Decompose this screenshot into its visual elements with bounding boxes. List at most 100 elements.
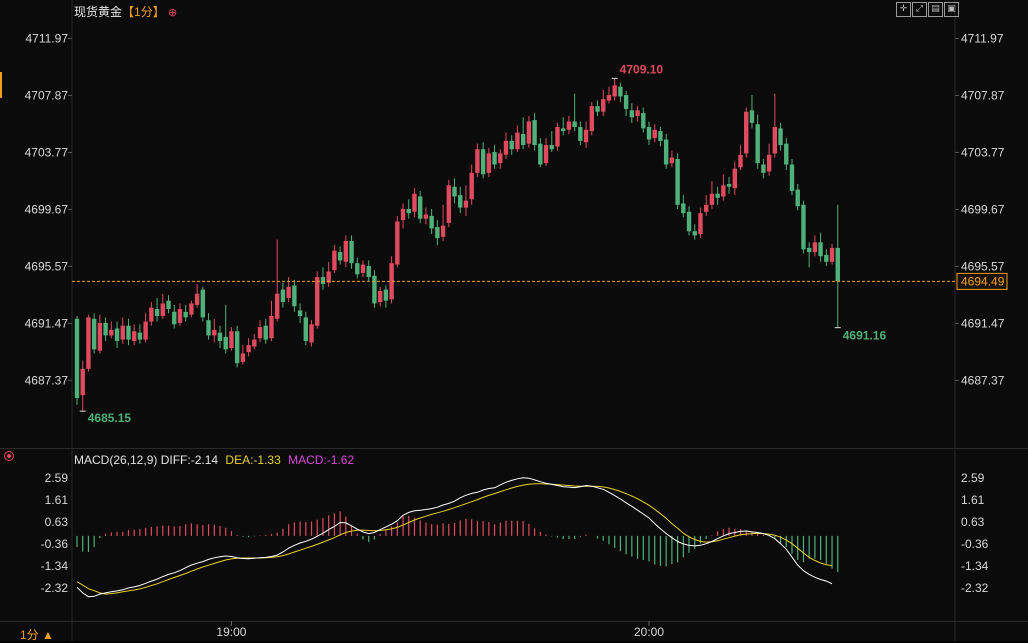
candle <box>652 124 657 143</box>
candle-body <box>303 317 308 341</box>
candle <box>578 121 583 146</box>
candle-body <box>652 129 657 139</box>
candle <box>738 145 743 171</box>
candle <box>835 204 840 328</box>
candle-body <box>166 300 171 310</box>
candle <box>234 325 240 368</box>
candle <box>132 324 137 346</box>
candle-body <box>440 225 446 237</box>
window-icon[interactable]: ▣ <box>944 2 959 17</box>
candle-body <box>778 128 783 146</box>
candle <box>589 101 594 136</box>
chart-overlay: 4694.49 4709.10 4685.15 4691.16 <box>72 62 1008 425</box>
candle-body <box>446 185 451 223</box>
macd-tick-label-right: -0.36 <box>961 537 989 551</box>
candle <box>349 235 354 269</box>
macd-lines <box>76 477 833 598</box>
candle <box>332 245 337 273</box>
candle <box>137 324 143 344</box>
candle-body <box>635 110 640 116</box>
candle-body <box>435 227 440 239</box>
expand-icon[interactable]: ⤢ <box>912 2 927 17</box>
candle-body <box>292 285 297 307</box>
candle-body <box>538 143 543 165</box>
candle-body <box>372 275 377 304</box>
candle-body <box>234 331 240 364</box>
candle <box>772 93 778 158</box>
candle <box>824 249 829 266</box>
candle-body <box>355 263 360 275</box>
price-tick-label-right: 4699.67 <box>961 202 1005 216</box>
candle-body <box>280 289 286 303</box>
candle <box>80 360 85 412</box>
candle <box>686 206 692 236</box>
candle-body <box>360 264 366 273</box>
candle-body <box>286 286 291 298</box>
candle <box>435 220 440 246</box>
candle <box>160 293 165 319</box>
candle <box>292 279 297 312</box>
candle <box>646 121 652 146</box>
candle-body <box>515 132 520 150</box>
candle-body <box>172 311 177 325</box>
candle-body <box>246 345 251 353</box>
candle-body <box>458 195 463 208</box>
macd-tick-label-right: 1.61 <box>961 493 985 507</box>
price-tick-label-left: 4711.97 <box>26 31 69 45</box>
candle-body <box>389 263 394 300</box>
macd-tick-label-left: 2.59 <box>45 471 69 485</box>
price-tick-label-left: 4695.57 <box>25 259 69 273</box>
candle <box>583 121 589 148</box>
crosshair-icon[interactable]: ✛ <box>896 2 911 17</box>
price-tick-label-right: 4707.87 <box>961 88 1005 102</box>
macd-tick-label-left: -0.36 <box>41 537 69 551</box>
candle-body <box>795 189 800 207</box>
layout-icon[interactable]: ▤ <box>928 2 943 17</box>
candle <box>549 131 554 153</box>
candle <box>126 318 131 346</box>
candle <box>275 239 280 322</box>
plus-circle-icon[interactable]: ⊕ <box>168 7 178 19</box>
candle <box>229 327 234 351</box>
candle <box>561 117 566 136</box>
candle <box>286 277 291 303</box>
candle-body <box>103 322 108 336</box>
price-tick-label-left: 4687.37 <box>25 373 69 387</box>
candle-body <box>332 250 337 271</box>
candle-body <box>532 120 537 146</box>
candle-body <box>120 325 125 340</box>
candle-body <box>343 240 349 262</box>
candle-body <box>418 196 423 219</box>
candle <box>189 300 194 318</box>
end-low-marker-label: 4691.16 <box>843 329 887 343</box>
candle-body <box>686 211 692 232</box>
candle-body <box>566 121 572 130</box>
candle-body <box>183 311 188 318</box>
candle <box>257 320 263 343</box>
candle-body <box>252 339 257 347</box>
candle-body <box>509 140 514 150</box>
candle-body <box>400 208 406 221</box>
candle-body <box>698 213 703 234</box>
candle <box>726 177 732 194</box>
candle <box>418 190 423 223</box>
period-selector[interactable]: 【1分】 <box>122 5 165 19</box>
price-tick-label-right: 4695.57 <box>961 259 1005 273</box>
candle-body <box>423 214 429 219</box>
candle-body <box>463 200 469 208</box>
candle <box>269 300 274 341</box>
price-tick-label-left: 4699.67 <box>25 202 69 216</box>
macd-legend: MACD(26,12,9) DIFF:-2.14 DEA:-1.33 MACD:… <box>74 453 354 467</box>
candle-body <box>806 247 812 253</box>
macd-settings-icon[interactable] <box>4 451 14 461</box>
candle <box>389 256 394 304</box>
candle-body <box>646 127 652 140</box>
candle-body <box>549 145 554 150</box>
candle <box>400 203 406 229</box>
candle <box>486 147 492 178</box>
period-indicator[interactable]: 1分 ▲ <box>20 628 54 642</box>
candle-body <box>200 289 206 318</box>
candle-body <box>583 129 589 143</box>
